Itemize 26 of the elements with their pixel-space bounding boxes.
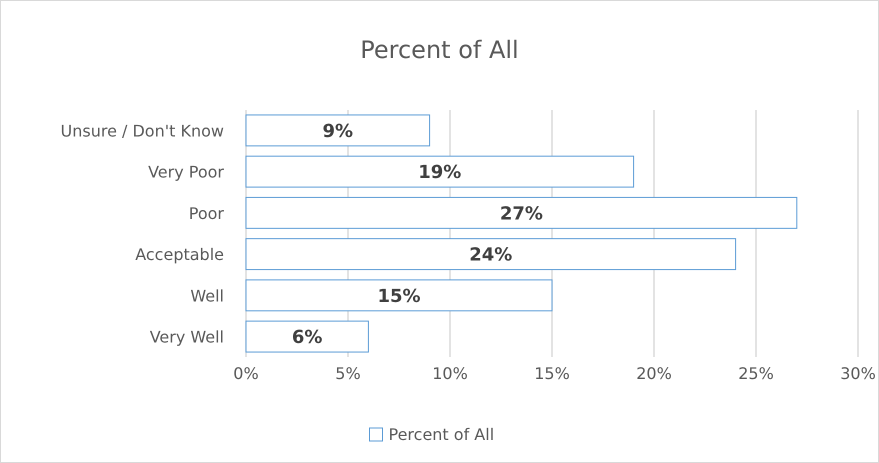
- bar: [246, 279, 552, 312]
- legend-label: Percent of All: [388, 425, 494, 444]
- bar: [246, 238, 736, 270]
- x-tick-label: 10%: [432, 364, 468, 383]
- data-label: 6%: [292, 327, 322, 348]
- x-tick-label: 20%: [636, 364, 672, 383]
- y-tick-label: Unsure / Don't Know: [60, 121, 224, 140]
- y-tick-label: Very Poor: [148, 162, 224, 182]
- y-tick-label: Well: [190, 286, 224, 306]
- chart-title: Percent of All: [360, 36, 519, 64]
- bar: [246, 156, 634, 188]
- data-label: 9%: [322, 120, 354, 142]
- bar: [246, 196, 798, 229]
- x-tick-label: 5%: [335, 364, 361, 383]
- x-tick-label: 0%: [233, 364, 259, 383]
- bar: [246, 114, 430, 146]
- data-label: 15%: [377, 286, 421, 307]
- y-tick-label: Acceptable: [135, 245, 224, 264]
- y-tick-label: Poor: [188, 204, 224, 223]
- x-tick-label: 15%: [534, 364, 570, 383]
- x-tick-label: 30%: [840, 364, 876, 383]
- y-tick-label: Very Well: [150, 328, 224, 347]
- data-label: 27%: [500, 203, 543, 224]
- data-label: 19%: [418, 162, 462, 184]
- data-label: 24%: [469, 244, 512, 266]
- x-tick-label: 25%: [738, 364, 774, 383]
